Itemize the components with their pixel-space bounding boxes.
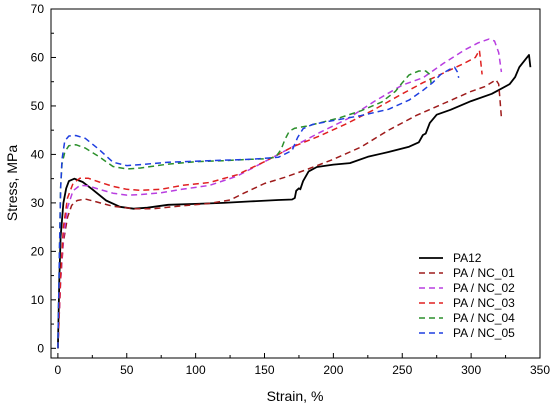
series-line-5	[57, 66, 460, 349]
legend-label: PA12	[453, 251, 482, 265]
x-tick-label: 200	[323, 363, 343, 377]
x-tick-label: 50	[120, 363, 134, 377]
x-tick-label: 350	[530, 363, 550, 377]
y-tick-label: 50	[31, 99, 45, 113]
x-axis-title: Strain, %	[267, 388, 324, 404]
x-axis-ticks: 0 50 100 150 200 250 300 350	[55, 353, 550, 377]
y-axis-ticks: 0 10 20 30 40 50 60 70	[31, 2, 56, 355]
y-tick-label: 30	[31, 196, 45, 210]
series-line-3	[57, 49, 483, 349]
legend-label: PA / NC_01	[453, 266, 515, 280]
x-tick-label: 100	[186, 363, 206, 377]
legend-label: PA / NC_03	[453, 296, 515, 310]
y-tick-label: 20	[31, 244, 45, 258]
x-tick-label: 300	[461, 363, 481, 377]
y-tick-label: 70	[31, 2, 45, 16]
y-tick-label: 10	[31, 293, 45, 307]
x-tick-label: 250	[392, 363, 412, 377]
series-line-2	[57, 38, 503, 349]
legend-label: PA / NC_05	[453, 326, 515, 340]
series-line-1	[57, 79, 503, 349]
series-line-4	[57, 70, 432, 349]
y-tick-label: 40	[31, 147, 45, 161]
y-tick-label: 60	[31, 50, 45, 64]
plot-frame	[50, 8, 541, 359]
legend-label: PA / NC_04	[453, 311, 515, 325]
legend-label: PA / NC_02	[453, 281, 515, 295]
y-tick-label: 0	[37, 341, 44, 355]
series-line-0	[57, 54, 532, 349]
y-axis-title: Stress, MPa	[4, 145, 20, 221]
series-lines	[57, 38, 532, 349]
x-tick-label: 150	[254, 363, 274, 377]
x-tick-label: 0	[55, 363, 62, 377]
